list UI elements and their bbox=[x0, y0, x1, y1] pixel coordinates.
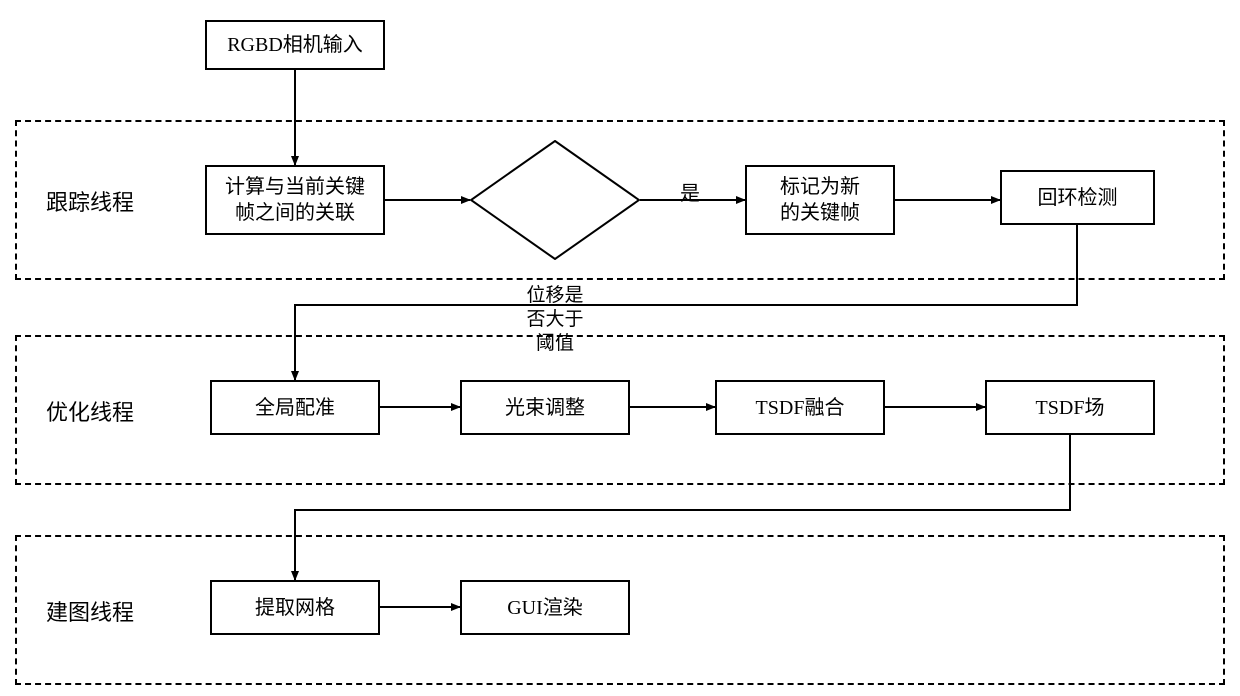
input-box-label: RGBD相机输入 bbox=[227, 32, 363, 58]
global-registration-box: 全局配准 bbox=[210, 380, 380, 435]
compute-association-label: 计算与当前关键 帧之间的关联 bbox=[225, 174, 365, 226]
loop-detect-box: 回环检测 bbox=[1000, 170, 1155, 225]
tracking-thread-label: 跟踪线程 bbox=[30, 185, 150, 217]
decision-diamond: 位移是 否大于 阈值 bbox=[470, 140, 640, 260]
diagram-canvas: RGBD相机输入 跟踪线程 计算与当前关键 帧之间的关联 位移是 否大于 阈值 … bbox=[0, 0, 1240, 696]
mark-keyframe-label: 标记为新 的关键帧 bbox=[780, 174, 860, 226]
mapping-thread-label: 建图线程 bbox=[30, 595, 150, 627]
bundle-adjustment-label: 光束调整 bbox=[505, 395, 585, 421]
decision-yes-label: 是 bbox=[680, 177, 700, 206]
extract-mesh-label: 提取网格 bbox=[255, 595, 335, 621]
tsdf-field-box: TSDF场 bbox=[985, 380, 1155, 435]
global-registration-label: 全局配准 bbox=[255, 395, 335, 421]
extract-mesh-box: 提取网格 bbox=[210, 580, 380, 635]
optimize-thread-label: 优化线程 bbox=[30, 395, 150, 427]
compute-association-box: 计算与当前关键 帧之间的关联 bbox=[205, 165, 385, 235]
bundle-adjustment-box: 光束调整 bbox=[460, 380, 630, 435]
mark-keyframe-box: 标记为新 的关键帧 bbox=[745, 165, 895, 235]
tsdf-field-label: TSDF场 bbox=[1036, 395, 1105, 421]
gui-render-label: GUI渲染 bbox=[507, 595, 583, 621]
tsdf-fusion-label: TSDF融合 bbox=[756, 395, 845, 421]
input-box: RGBD相机输入 bbox=[205, 20, 385, 70]
tsdf-fusion-box: TSDF融合 bbox=[715, 380, 885, 435]
gui-render-box: GUI渲染 bbox=[460, 580, 630, 635]
loop-detect-label: 回环检测 bbox=[1038, 185, 1118, 211]
